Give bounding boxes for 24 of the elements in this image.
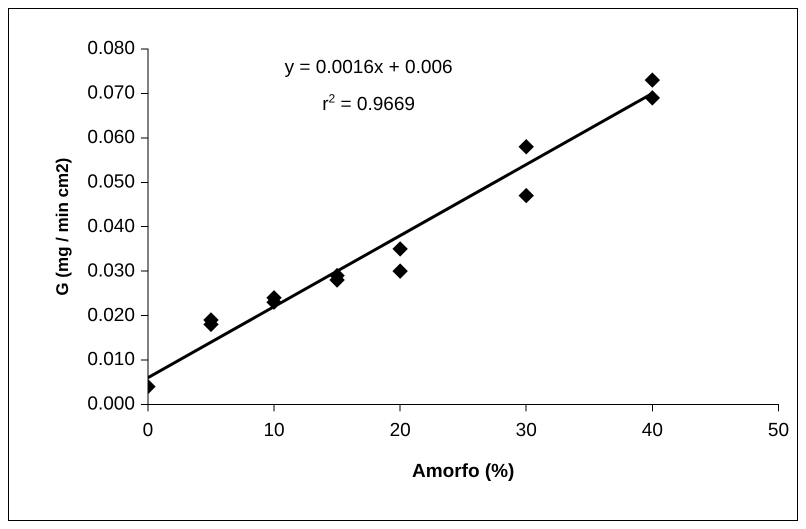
y-tick-label: 0.040	[87, 216, 135, 237]
x-tick-label: 0	[142, 420, 154, 442]
y-tick-label: 0.000	[87, 394, 135, 415]
point	[644, 72, 660, 88]
x-tick-label: 30	[516, 420, 537, 442]
point	[518, 188, 534, 204]
x-tick-label: 50	[768, 420, 790, 442]
y-tick-label: 0.010	[87, 349, 135, 370]
x-tick-label: 40	[642, 420, 663, 442]
point	[392, 241, 408, 256]
x-axis-title: Amorfo (%)	[412, 460, 514, 482]
point	[644, 90, 660, 106]
y-tick-label: 0.060	[87, 127, 135, 148]
y-tick-label: 0.030	[87, 260, 135, 282]
x-tick-label: 20	[390, 420, 411, 442]
y-tick-label: 0.070	[87, 82, 135, 104]
y-axis-title: G (mg / min cm2)	[52, 158, 72, 296]
x-tick-label: 10	[263, 420, 285, 442]
y-tick-label: 0.050	[87, 172, 135, 193]
y-tick-label: 0.020	[87, 304, 135, 326]
annotation: y = 0.0016x + 0.006	[284, 57, 453, 78]
point	[518, 139, 534, 154]
y-tick-label: 0.080	[87, 38, 135, 60]
point	[392, 264, 408, 279]
